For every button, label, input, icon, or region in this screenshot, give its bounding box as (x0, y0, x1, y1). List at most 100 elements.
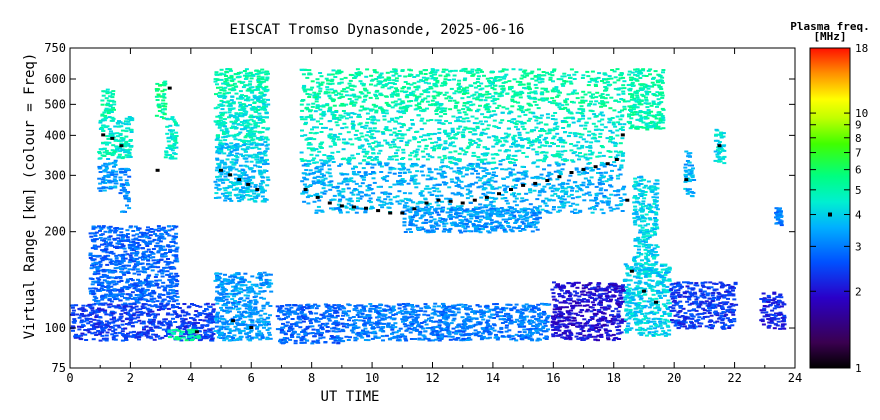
echo-dash (221, 143, 226, 146)
echo-dash (440, 82, 445, 85)
echo-dash (649, 110, 654, 113)
echo-dash (340, 194, 345, 197)
echo-dash (328, 97, 333, 100)
echo-dash (362, 159, 367, 162)
echo-dash (389, 202, 394, 205)
echo-dash (690, 174, 695, 177)
echo-dash (478, 139, 483, 142)
echo-dash (477, 94, 482, 97)
echo-dash (503, 209, 508, 211)
echo-dash (621, 98, 626, 101)
echo-dash (331, 161, 336, 163)
echo-dash (384, 109, 389, 112)
echo-dash (486, 162, 491, 165)
echo-dash (452, 78, 456, 81)
echo-dash (262, 93, 267, 96)
echo-dash (487, 79, 491, 82)
echo-dash (590, 70, 595, 73)
echo-dash (475, 98, 480, 101)
echo-dash (515, 91, 520, 94)
echo-dash (360, 144, 365, 147)
echo-dash (332, 117, 337, 120)
echo-dash (502, 75, 507, 78)
echo-dash (641, 95, 646, 98)
echo-dash (576, 141, 581, 144)
echo-dash (461, 68, 466, 71)
echo-dash (492, 80, 497, 82)
echo-dash (318, 143, 323, 145)
echo-dash (550, 97, 555, 100)
echo-dash (221, 122, 226, 125)
echo-dash (521, 70, 526, 73)
echo-dash (490, 228, 495, 231)
echo-dash (214, 192, 219, 195)
echo-dash (442, 154, 447, 157)
echo-dash (233, 138, 238, 141)
echo-dash (403, 204, 407, 207)
echo-dash (512, 214, 517, 217)
echo-dash (421, 76, 426, 79)
echo-dash (557, 106, 562, 109)
echo-dash (568, 185, 573, 188)
echo-dash (581, 138, 586, 141)
echo-dash (173, 153, 178, 155)
echo-dash (420, 100, 425, 103)
echo-dash (570, 187, 575, 190)
echo-dash (258, 170, 263, 173)
echo-dash (590, 169, 595, 171)
echo-dash (535, 177, 540, 180)
echo-dash (641, 240, 646, 243)
echo-dash (492, 97, 497, 100)
echo-dash (601, 163, 606, 166)
echo-dash (456, 109, 461, 112)
echo-dash (543, 154, 548, 157)
echo-dash (218, 175, 222, 178)
echo-dash (236, 193, 241, 196)
echo-dash (516, 171, 521, 174)
echo-dash (655, 192, 660, 195)
echo-dash (478, 120, 483, 123)
echo-dash (331, 208, 336, 211)
echo-dash (318, 105, 323, 108)
echo-dash (534, 126, 539, 129)
echo-dash (415, 205, 420, 208)
echo-dash (642, 231, 646, 234)
echo-dash (170, 155, 175, 158)
echo-dash (589, 95, 594, 98)
echo-dash (634, 213, 639, 216)
echo-dash (308, 73, 313, 76)
echo-dash (369, 83, 373, 86)
echo-dash (484, 120, 488, 123)
echo-dash (328, 175, 333, 178)
echo-dash (494, 92, 499, 95)
echo-dash (542, 74, 547, 77)
echo-dash (599, 105, 604, 108)
echo-dash (722, 155, 727, 158)
echo-dash (217, 152, 222, 155)
echo-dash (385, 71, 390, 74)
chart-title: EISCAT Tromso Dynasonde, 2025-06-16 (229, 22, 524, 38)
echo-dash (503, 187, 508, 190)
echo-dash (258, 172, 263, 175)
echo-dash (484, 198, 489, 201)
echo-dash (478, 93, 483, 96)
echo-band (626, 68, 666, 131)
echo-dash (423, 73, 428, 75)
echo-dash (479, 158, 484, 161)
echo-dash (371, 129, 376, 132)
echo-dash (414, 97, 419, 100)
echo-dash (216, 122, 221, 125)
echo-dash (608, 107, 613, 110)
echo-dash (351, 193, 356, 196)
echo-dash (99, 126, 104, 129)
echo-dash (659, 113, 664, 116)
echo-dash (608, 136, 613, 138)
echo-dash (379, 144, 384, 147)
echo-dash (637, 238, 642, 241)
echo-dash (402, 179, 407, 182)
echo-dash (647, 187, 652, 190)
echo-dash (535, 153, 540, 156)
echo-dash (541, 99, 546, 102)
echo-dash (396, 181, 401, 184)
echo-dash (420, 194, 425, 197)
